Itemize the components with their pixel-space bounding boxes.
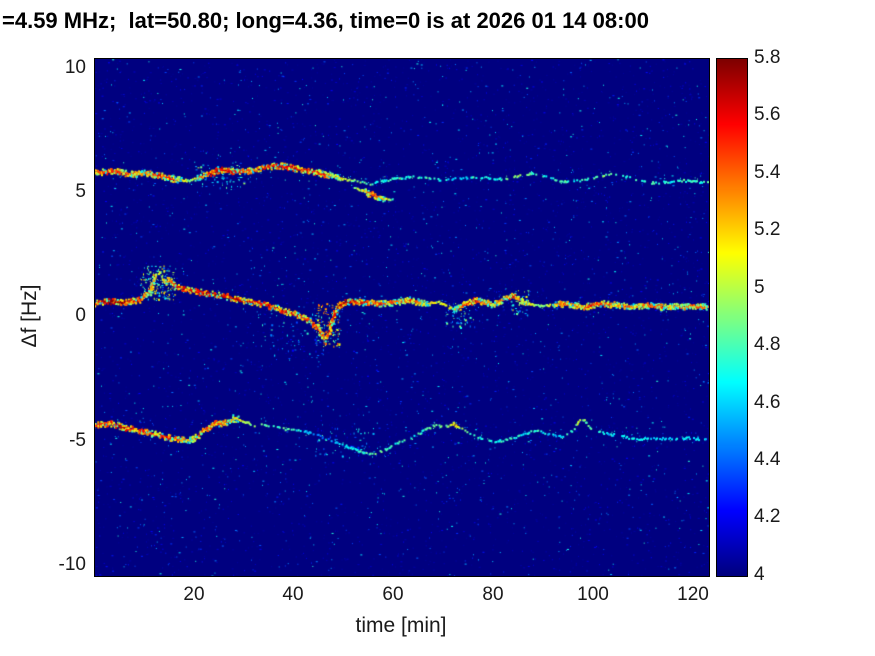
colorbar-tick-label: 5.8 — [754, 47, 781, 68]
plot-canvas — [94, 58, 710, 577]
colorbar-tick-label: 4.6 — [754, 392, 781, 413]
x-axis-label: time [min] — [355, 614, 447, 637]
y-tick-label: 0 — [75, 305, 86, 326]
colorbar-tick-label: 5.2 — [754, 219, 781, 240]
x-tick-label: 60 — [382, 584, 404, 605]
x-tick-label: 80 — [482, 584, 504, 605]
colorbar-tick-label: 5.6 — [754, 104, 781, 125]
colorbar-tick-label: 4 — [754, 564, 765, 585]
colorbar-tick-label: 4.4 — [754, 449, 781, 470]
x-tick-label: 40 — [282, 584, 304, 605]
colorbar-canvas — [716, 58, 748, 577]
x-tick-label: 120 — [677, 584, 709, 605]
x-tick-label: 20 — [183, 584, 205, 605]
y-tick-label: 5 — [75, 181, 86, 202]
y-tick-label: -5 — [69, 430, 86, 451]
colorbar-tick-label: 5 — [754, 277, 765, 298]
colorbar-tick-label: 4.2 — [754, 506, 781, 527]
x-tick-label: 100 — [577, 584, 609, 605]
chart-title: =4.59 MHz; lat=50.80; long=4.36, time=0 … — [2, 8, 649, 33]
colorbar-tick-label: 5.4 — [754, 162, 781, 183]
y-tick-label: -10 — [58, 554, 86, 575]
colorbar-tick-label: 4.8 — [754, 334, 781, 355]
y-tick-label: 10 — [64, 57, 86, 78]
